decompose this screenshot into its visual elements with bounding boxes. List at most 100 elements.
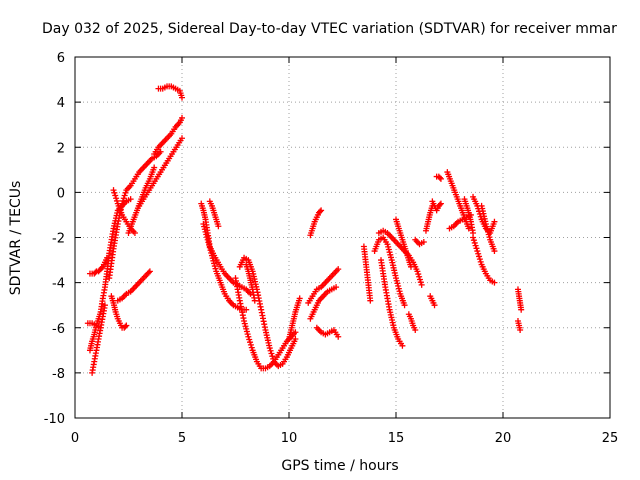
data-point-fill	[92, 269, 99, 276]
data-point-fill	[317, 208, 324, 215]
chart-title: Day 032 of 2025, Sidereal Day-to-day VTE…	[42, 21, 617, 37]
x-tick-label: 0	[71, 431, 79, 446]
series-arc-ap	[514, 317, 524, 334]
data-point	[407, 263, 414, 270]
x-tick-label: 5	[178, 431, 186, 446]
data-point-fill	[113, 195, 120, 202]
data-point-fill	[122, 189, 129, 196]
data-point	[318, 207, 325, 214]
data-point-fill	[436, 174, 443, 181]
data-point-fill	[476, 256, 483, 263]
series-arc-z	[378, 257, 406, 349]
x-tick-labels: 0 5 10 15 20 25	[71, 431, 618, 446]
y-axis-label: SDTVAR / TECUs	[8, 181, 24, 296]
series-arc-r	[243, 261, 258, 304]
data-point	[292, 336, 299, 343]
series-arc-d	[84, 320, 104, 331]
data-point-fill	[121, 192, 128, 199]
data-point	[431, 302, 438, 309]
y-tick-label: 0	[57, 186, 65, 201]
data-point	[101, 302, 108, 309]
x-tick-label: 10	[281, 431, 298, 446]
x-tick-label: 20	[495, 431, 512, 446]
y-tick-label: -6	[52, 322, 65, 337]
data-point-fill	[472, 242, 479, 249]
data-point	[335, 266, 342, 273]
data-point	[414, 268, 421, 275]
data-point	[123, 322, 130, 329]
series-arc-k	[151, 114, 185, 158]
series-arc-j	[136, 135, 185, 209]
y-tick-label: -2	[52, 232, 65, 247]
data-point-fill	[120, 195, 127, 202]
y-tick-label: -8	[52, 367, 65, 382]
data-point	[465, 225, 472, 232]
data-point-fill	[112, 192, 119, 199]
y-tick-label: -10	[44, 412, 65, 427]
data-point-fill	[270, 355, 277, 362]
series-arc-w	[313, 324, 342, 340]
series-arc-m	[198, 200, 254, 297]
data-point	[179, 114, 185, 121]
data-point	[179, 94, 185, 101]
data-point	[517, 327, 524, 334]
data-point-fill	[248, 344, 255, 351]
data-point	[401, 302, 408, 309]
data-point	[97, 324, 104, 331]
x-tick-label: 15	[388, 431, 405, 446]
y-tick-labels: -10 -8 -6 -4 -2 0 2 4 6	[44, 51, 65, 427]
data-point-fill	[246, 336, 253, 343]
y-tick-label: 6	[57, 51, 65, 66]
data-point	[266, 345, 273, 352]
data-point	[367, 297, 374, 304]
series-arc-c	[89, 302, 108, 376]
data-point	[491, 248, 498, 255]
series-arc-ag	[429, 198, 444, 214]
data-point	[412, 327, 419, 334]
data-point-fill	[119, 197, 126, 204]
series-arc-ac	[405, 311, 419, 334]
data-point	[251, 297, 258, 304]
series-arc-af	[427, 293, 438, 309]
series-arc-u	[305, 266, 342, 306]
data-point	[333, 284, 340, 291]
data-point	[335, 333, 342, 340]
data-point	[518, 306, 525, 313]
data-point-fill	[111, 189, 118, 196]
series-arc-ao	[514, 286, 525, 313]
data-point	[296, 295, 303, 302]
data-point-fill	[247, 341, 254, 348]
series-arc-l	[155, 83, 185, 101]
data-point	[418, 281, 425, 288]
data-point-fill	[113, 197, 120, 204]
series-arc-ae	[422, 202, 436, 234]
axis-ticks	[74, 56, 611, 419]
data-point-fill	[145, 269, 152, 276]
data-point-fill	[269, 353, 276, 360]
x-axis-label: GPS time / hours	[281, 458, 398, 474]
y-tick-label: 2	[57, 141, 65, 156]
data-point-fill	[477, 258, 484, 265]
data-point-fill	[475, 250, 482, 257]
data-point	[491, 218, 498, 225]
data-point	[151, 164, 158, 171]
data-point	[470, 234, 477, 241]
data-point-fill	[436, 201, 443, 208]
data-point	[131, 229, 138, 236]
series-arc-e	[106, 148, 164, 282]
data-point	[437, 175, 444, 182]
series-arc-g	[114, 268, 153, 304]
data-point	[146, 268, 153, 275]
data-point-fill	[98, 264, 105, 271]
series-arc-s	[286, 295, 303, 343]
x-tick-label: 25	[602, 431, 619, 446]
series-arc-o	[206, 198, 222, 230]
series-arc-f	[108, 293, 130, 331]
series-arc-al	[470, 234, 498, 286]
data-point-fill	[417, 279, 424, 286]
y-tick-label: 4	[57, 96, 65, 111]
data-point-fill	[267, 347, 274, 354]
series-arc-x	[360, 243, 374, 304]
series-arc-t	[307, 207, 325, 239]
